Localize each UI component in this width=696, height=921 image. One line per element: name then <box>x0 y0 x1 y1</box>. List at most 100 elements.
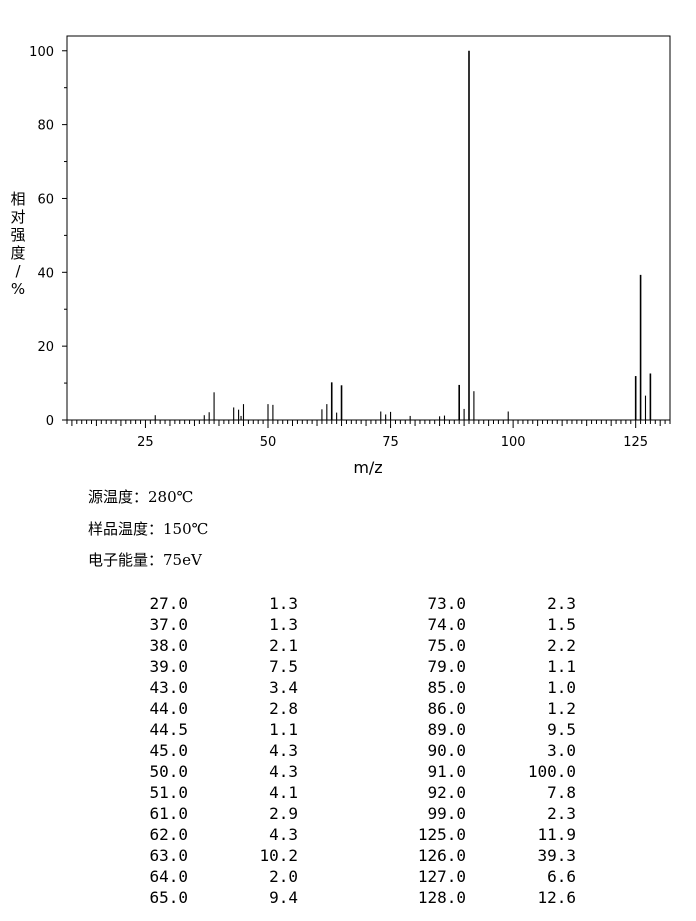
mz-cell: 99.0 <box>427 804 466 823</box>
mz-cell: 39.0 <box>149 657 188 676</box>
x-tick-label: 100 <box>501 435 526 450</box>
intensity-cell: 1.1 <box>269 720 298 739</box>
x-tick-label: 25 <box>137 435 154 450</box>
mz-cell: 51.0 <box>149 783 188 802</box>
mz-cell: 64.0 <box>149 867 188 886</box>
table-row: 37.0 1.3 74.0 1.5 <box>0 615 696 636</box>
x-tick-label: 50 <box>260 435 277 450</box>
y-axis-title-char: % <box>10 280 26 298</box>
y-axis-title-char: / <box>15 262 21 280</box>
mz-cell: 43.0 <box>149 678 188 697</box>
table-row: 45.0 4.3 90.0 3.0 <box>0 741 696 762</box>
intensity-cell: 2.1 <box>269 636 298 655</box>
intensity-cell: 1.1 <box>547 657 576 676</box>
sample-temperature: 样品温度：150℃ <box>88 520 209 538</box>
table-row: 62.0 4.3 125.0 11.9 <box>0 825 696 846</box>
table-row: 51.0 4.1 92.0 7.8 <box>0 783 696 804</box>
y-axis-title-char: 度 <box>10 244 26 262</box>
mz-cell: 89.0 <box>427 720 466 739</box>
mz-cell: 37.0 <box>149 615 188 634</box>
mz-cell: 62.0 <box>149 825 188 844</box>
intensity-cell: 4.3 <box>269 741 298 760</box>
y-tick-label: 0 <box>46 414 54 429</box>
mz-cell: 27.0 <box>149 594 188 613</box>
mz-cell: 61.0 <box>149 804 188 823</box>
y-axis: 0 20 40 60 80 100 <box>29 45 67 429</box>
intensity-cell: 6.6 <box>547 867 576 886</box>
mz-cell: 73.0 <box>427 594 466 613</box>
intensity-cell: 2.3 <box>547 804 576 823</box>
intensity-cell: 3.4 <box>269 678 298 697</box>
table-row: 27.0 1.3 73.0 2.3 <box>0 594 696 615</box>
source-temperature: 源温度：280℃ <box>88 488 194 506</box>
y-axis-title-char: 强 <box>10 226 26 244</box>
intensity-cell: 1.0 <box>547 678 576 697</box>
y-axis-title-char: 对 <box>10 208 26 226</box>
intensity-cell: 2.2 <box>547 636 576 655</box>
table-row: 44.5 1.1 89.0 9.5 <box>0 720 696 741</box>
intensity-cell: 2.3 <box>547 594 576 613</box>
x-tick-label: 125 <box>623 435 648 450</box>
table-row: 63.0 10.2 126.0 39.3 <box>0 846 696 867</box>
y-tick-label: 60 <box>37 192 54 207</box>
table-row: 38.0 2.1 75.0 2.2 <box>0 636 696 657</box>
mz-cell: 44.5 <box>149 720 188 739</box>
y-tick-label: 80 <box>37 119 54 134</box>
mz-cell: 85.0 <box>427 678 466 697</box>
mz-cell: 63.0 <box>149 846 188 865</box>
mz-cell: 92.0 <box>427 783 466 802</box>
table-row: 61.0 2.9 99.0 2.3 <box>0 804 696 825</box>
intensity-cell: 9.4 <box>269 888 298 907</box>
peak-table: 27.0 1.3 73.0 2.3 37.0 1.3 74.0 1.5 38.0 2.1 75.0 2… <box>0 594 696 909</box>
plot-frame <box>66 35 671 421</box>
intensity-cell: 39.3 <box>537 846 576 865</box>
intensity-cell: 2.9 <box>269 804 298 823</box>
intensity-cell: 4.1 <box>269 783 298 802</box>
table-row: 65.0 9.4 128.0 12.6 <box>0 888 696 909</box>
mz-cell: 38.0 <box>149 636 188 655</box>
y-tick-label: 100 <box>29 45 54 60</box>
intensity-cell: 2.0 <box>269 867 298 886</box>
mass-spectrum-chart: 0 20 40 60 80 100 25 50 75 100 125 m/z <box>29 35 671 477</box>
intensity-cell: 3.0 <box>547 741 576 760</box>
table-row: 43.0 3.4 85.0 1.0 <box>0 678 696 699</box>
mz-cell: 44.0 <box>149 699 188 718</box>
intensity-cell: 1.3 <box>269 594 298 613</box>
intensity-cell: 1.5 <box>547 615 576 634</box>
intensity-cell: 100.0 <box>527 762 576 781</box>
intensity-cell: 2.8 <box>269 699 298 718</box>
x-axis-title: m/z <box>353 458 382 477</box>
peak-bars <box>154 50 652 420</box>
mz-cell: 128.0 <box>417 888 466 907</box>
intensity-cell: 4.3 <box>269 762 298 781</box>
x-tick-label: 75 <box>382 435 399 450</box>
mz-cell: 125.0 <box>417 825 466 844</box>
y-tick-label: 40 <box>37 266 54 281</box>
intensity-cell: 12.6 <box>537 888 576 907</box>
mz-cell: 91.0 <box>427 762 466 781</box>
table-row: 44.0 2.8 86.0 1.2 <box>0 699 696 720</box>
intensity-cell: 1.2 <box>547 699 576 718</box>
intensity-cell: 10.2 <box>259 846 298 865</box>
mz-cell: 79.0 <box>427 657 466 676</box>
intensity-cell: 7.8 <box>547 783 576 802</box>
mz-cell: 86.0 <box>427 699 466 718</box>
y-tick-label: 20 <box>37 340 54 355</box>
intensity-cell: 4.3 <box>269 825 298 844</box>
mz-cell: 90.0 <box>427 741 466 760</box>
intensity-cell: 9.5 <box>547 720 576 739</box>
mz-cell: 126.0 <box>417 846 466 865</box>
x-axis: 25 50 75 100 125 <box>66 420 671 450</box>
mz-cell: 75.0 <box>427 636 466 655</box>
mz-cell: 127.0 <box>417 867 466 886</box>
y-axis-title-char: 相 <box>10 190 26 208</box>
mz-cell: 45.0 <box>149 741 188 760</box>
intensity-cell: 11.9 <box>537 825 576 844</box>
intensity-cell: 7.5 <box>269 657 298 676</box>
table-row: 50.0 4.3 91.0 100.0 <box>0 762 696 783</box>
table-row: 39.0 7.5 79.0 1.1 <box>0 657 696 678</box>
mz-cell: 65.0 <box>149 888 188 907</box>
y-axis-title: 相对强度 /% <box>8 190 28 298</box>
electron-energy: 电子能量：75eV <box>88 551 202 569</box>
intensity-cell: 1.3 <box>269 615 298 634</box>
